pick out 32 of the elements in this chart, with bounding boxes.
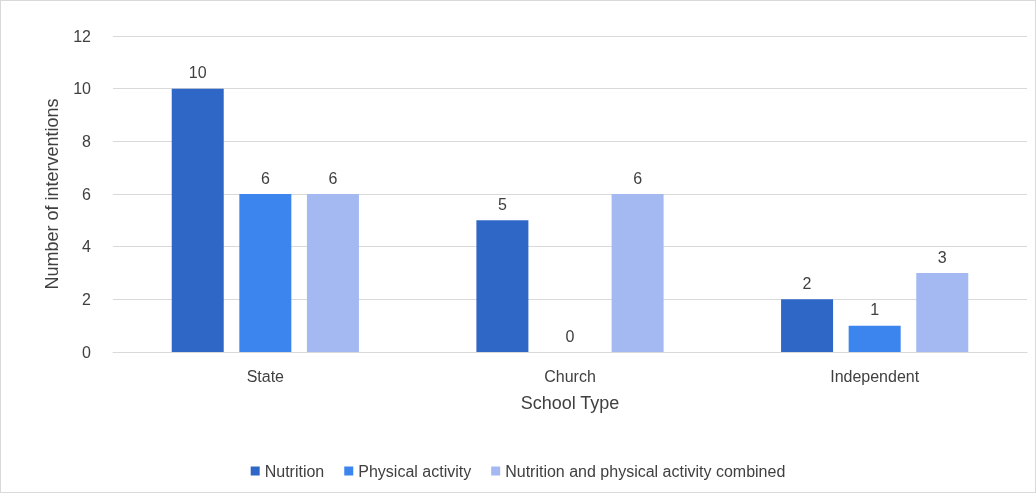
x-tick-label: State xyxy=(246,367,285,385)
y-tick-label: 2 xyxy=(82,290,92,308)
x-tick-label: Independent xyxy=(830,367,920,385)
y-tick-label: 8 xyxy=(82,132,92,150)
data-label: 6 xyxy=(328,169,338,187)
data-label: 10 xyxy=(188,64,207,82)
y-tick-label: 6 xyxy=(82,185,92,203)
data-label: 6 xyxy=(633,169,643,187)
bar xyxy=(171,88,224,352)
data-label: 3 xyxy=(937,248,947,266)
x-axis-title: School Type xyxy=(520,393,620,413)
legend-label: Physical activity xyxy=(358,462,472,480)
data-label: 0 xyxy=(565,327,575,345)
bar xyxy=(611,194,664,352)
data-label: 6 xyxy=(260,169,270,187)
bar xyxy=(781,299,834,352)
y-axis-title: Number of interventions xyxy=(42,98,62,290)
legend-label: Nutrition xyxy=(264,462,325,480)
legend-label: Nutrition and physical activity combined xyxy=(505,462,786,480)
data-label: 2 xyxy=(802,274,812,292)
y-tick-label: 0 xyxy=(82,343,92,361)
data-label: 5 xyxy=(497,195,507,213)
bar xyxy=(916,273,969,352)
bar xyxy=(306,194,359,352)
bar xyxy=(476,220,529,352)
x-tick-label: Church xyxy=(544,367,596,385)
y-tick-label: 10 xyxy=(73,80,92,98)
bar xyxy=(848,325,901,352)
bar xyxy=(239,194,292,352)
y-tick-label: 12 xyxy=(73,27,92,45)
y-tick-label: 4 xyxy=(82,238,92,256)
data-label: 1 xyxy=(870,301,880,319)
